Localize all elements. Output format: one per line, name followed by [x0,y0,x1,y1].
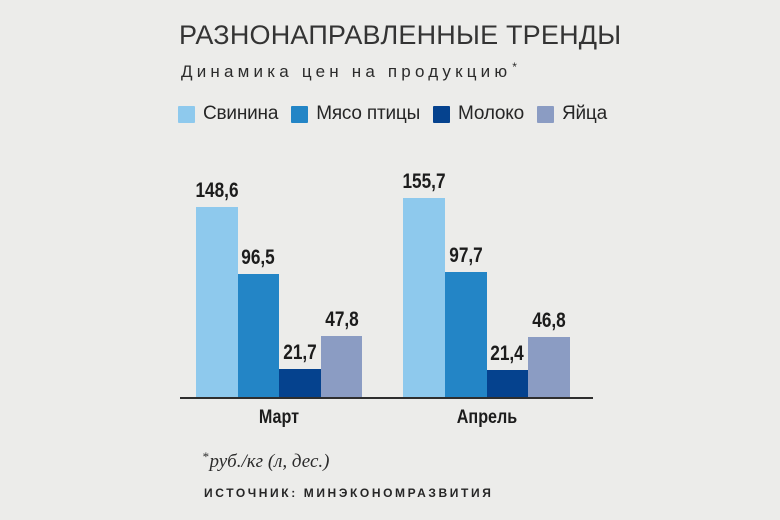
bar-pork-march [196,207,238,397]
legend-item-eggs: Яйца [536,103,607,125]
legend-label-pork: Свинина [203,103,279,124]
bar-value-poultry-march: 96,5 [241,245,276,269]
footnote-text: руб./кг (л, дес.) [209,451,330,472]
bar-poultry-march [237,273,280,397]
subtitle-asterisk: * [512,60,517,74]
subtitle-text: Динамика цен на продукцию [181,62,512,81]
legend-swatch-pork [178,105,195,123]
bar-value-milk-march: 21,7 [283,341,317,365]
footnote-asterisk: * [202,449,209,464]
axis-label-april: Апрель [456,407,517,428]
bar-value-pork-april: 155,7 [402,169,446,193]
x-axis-line [180,397,593,399]
bar-value-eggs-april: 46,8 [532,309,566,333]
footnote: *руб./кг (л, дес.) [202,449,330,473]
legend-label-poultry: Мясо птицы [316,103,421,124]
legend-item-milk: Молоко [433,103,524,125]
chart-title: РАЗНОНАПРАВЛЕННЫЕ ТРЕНДЫ [179,20,622,50]
legend-item-poultry: Мясо птицы [291,103,420,125]
bar-pork-april [403,197,445,397]
legend-swatch-eggs [536,105,554,123]
legend: Свинина Мясо птицы Молоко Яйца [178,103,607,125]
legend-label-milk: Молоко [458,103,524,124]
bar-eggs-march [320,335,363,397]
legend-item-pork: Свинина [178,103,278,125]
bar-milk-april [486,369,529,397]
axis-label-march: Март [259,407,300,428]
legend-swatch-milk [433,105,451,123]
bar-eggs-april [528,337,570,397]
chart-subtitle: Динамика цен на продукцию* [181,60,517,82]
bar-value-eggs-march: 47,8 [324,307,359,331]
bar-value-pork-march: 148,6 [195,179,239,202]
bar-value-milk-april: 21,4 [490,341,525,365]
legend-swatch-poultry [291,105,309,123]
bar-value-poultry-april: 97,7 [449,244,483,268]
bar-milk-march [279,369,321,397]
source-line: ИСТОЧНИК: МИНЭКОНОМРАЗВИТИЯ [204,486,494,500]
legend-label-eggs: Яйца [561,103,607,124]
bar-poultry-april [445,272,487,397]
